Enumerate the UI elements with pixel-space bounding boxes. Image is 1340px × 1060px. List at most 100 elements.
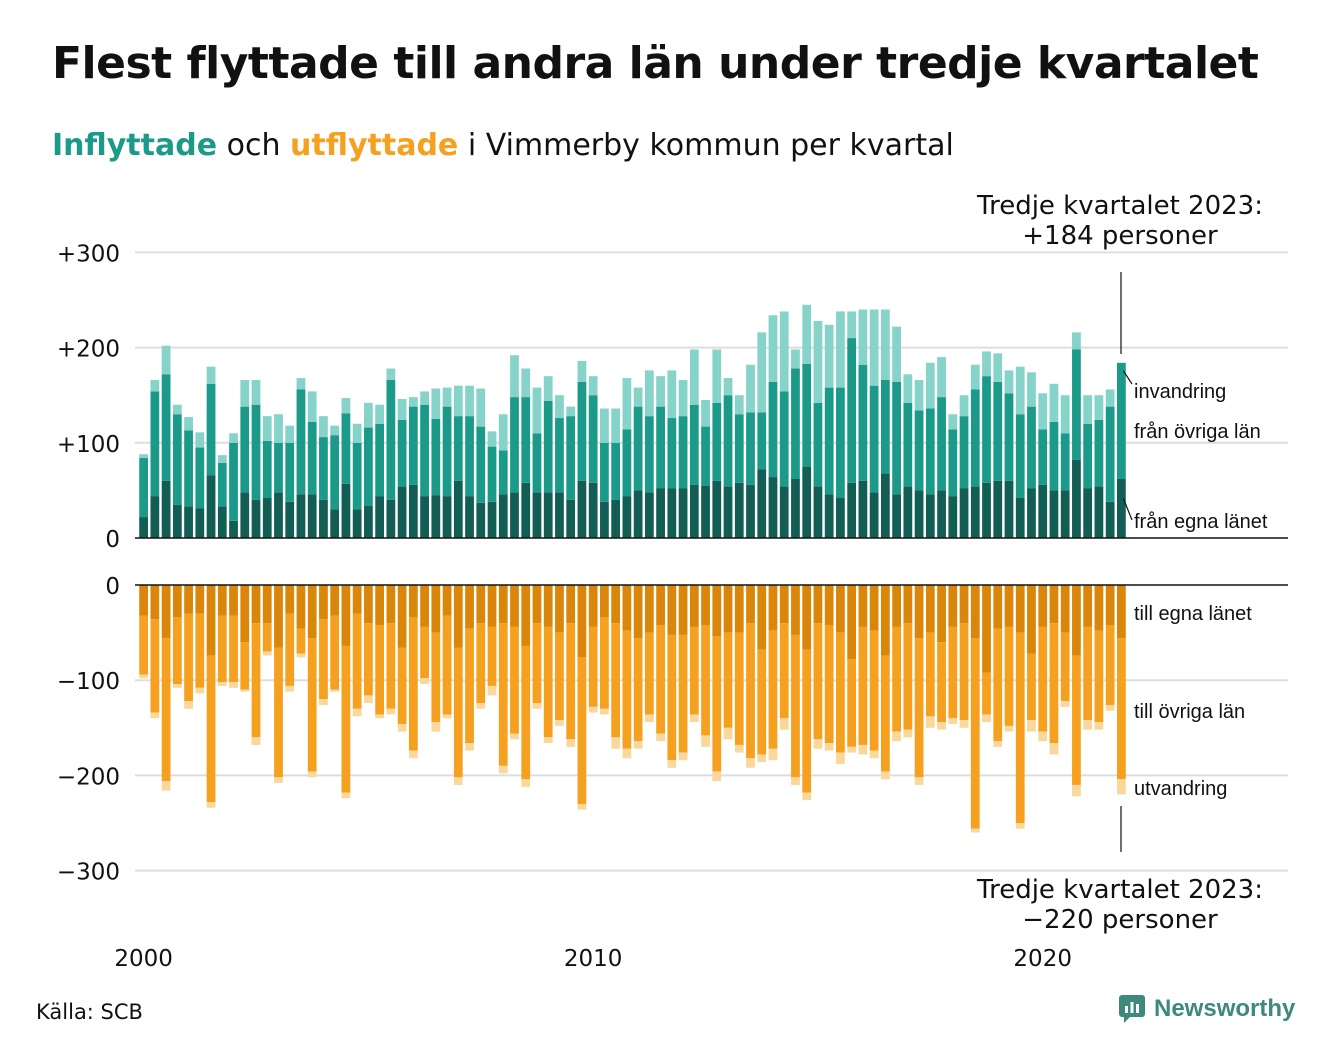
bar-out-1 <box>723 632 733 728</box>
bar-out-2 <box>442 714 452 719</box>
bar-in-2 <box>858 309 868 365</box>
bar-out-0 <box>319 585 328 620</box>
bar-out-2 <box>768 748 778 761</box>
bar-out-0 <box>229 585 238 616</box>
bar-in-0 <box>880 473 890 538</box>
bar-out-2 <box>1027 720 1036 732</box>
brand[interactable]: Newsworthy <box>1118 994 1295 1024</box>
bar-out-0 <box>240 585 250 643</box>
bar-in-2 <box>1027 372 1036 407</box>
bar-in-1 <box>341 413 351 484</box>
bar-out-0 <box>397 585 407 648</box>
bar-out-2 <box>712 771 722 782</box>
bar-in-2 <box>970 364 980 390</box>
bar-out-1 <box>1083 626 1093 721</box>
bar-out-2 <box>701 735 710 747</box>
bar-out-0 <box>925 585 935 633</box>
bar-out-2 <box>386 708 396 715</box>
source-note: Källa: SCB <box>36 1000 143 1024</box>
bar-out-0 <box>701 585 710 625</box>
bar-in-1 <box>487 446 497 502</box>
bar-in-2 <box>352 423 362 443</box>
bar-in-1 <box>847 338 857 483</box>
bar-out-0 <box>970 585 980 639</box>
bar-in-2 <box>746 364 755 413</box>
bar-out-0 <box>341 585 351 646</box>
bar-out-2 <box>993 741 1003 747</box>
bar-out-2 <box>1038 731 1048 742</box>
bar-in-1 <box>644 416 654 493</box>
bar-in-0 <box>723 486 733 538</box>
bar-out-0 <box>1049 585 1059 624</box>
bar-in-0 <box>408 484 418 538</box>
bar-out-2 <box>633 741 643 749</box>
bar-out-0 <box>779 585 789 624</box>
bar-out-1 <box>656 624 665 734</box>
bar-in-0 <box>644 492 654 538</box>
bar-out-0 <box>1116 585 1126 639</box>
bar-out-1 <box>611 623 621 738</box>
bar-in-2 <box>633 387 643 407</box>
bar-in-0 <box>375 496 385 538</box>
bar-out-0 <box>656 585 665 625</box>
bar-out-1 <box>858 626 868 745</box>
bar-out-2 <box>779 718 789 730</box>
bar-out-0 <box>375 585 385 625</box>
bar-out-1 <box>1072 655 1081 785</box>
bar-in-0 <box>746 484 755 538</box>
series-label-in: från övriga län <box>1134 421 1261 443</box>
bar-in-1 <box>880 379 890 474</box>
bar-in-0 <box>689 484 699 538</box>
bar-out-1 <box>285 613 295 686</box>
bar-in-1 <box>161 374 171 481</box>
bar-in-2 <box>1060 395 1070 434</box>
bar-in-0 <box>1094 486 1104 538</box>
bar-in-1 <box>1015 414 1025 499</box>
bar-in-2 <box>925 362 935 409</box>
bar-in-2 <box>577 360 587 382</box>
bar-in-1 <box>150 391 160 497</box>
bar-in-0 <box>240 492 250 538</box>
bar-in-2 <box>824 324 834 388</box>
bar-in-2 <box>307 391 317 422</box>
bar-in-2 <box>948 414 958 430</box>
bar-out-2 <box>1094 722 1104 730</box>
bar-in-2 <box>431 388 441 419</box>
chart-subtitle: Inflyttade och utflyttade i Vimmerby kom… <box>52 128 954 163</box>
bar-out-1 <box>510 626 519 734</box>
bar-out-1 <box>903 623 913 730</box>
bar-out-1 <box>229 615 238 683</box>
bar-in-1 <box>408 406 418 485</box>
bar-in-0 <box>656 488 665 538</box>
bar-in-1 <box>330 435 340 510</box>
bar-out-2 <box>206 802 216 808</box>
y-tick-label: +100 <box>57 432 120 458</box>
bar-in-1 <box>521 397 531 483</box>
bar-out-1 <box>521 645 531 780</box>
bar-out-1 <box>959 623 969 721</box>
bar-in-2 <box>678 379 688 417</box>
bar-out-2 <box>667 760 677 768</box>
bar-out-0 <box>644 585 654 633</box>
bar-out-0 <box>791 585 800 635</box>
bar-in-2 <box>802 304 812 364</box>
bar-out-0 <box>566 585 576 624</box>
bar-out-1 <box>431 632 441 723</box>
bar-in-1 <box>600 442 609 502</box>
bar-out-2 <box>476 703 486 709</box>
bar-in-2 <box>251 379 261 405</box>
bar-out-0 <box>588 585 598 627</box>
bar-in-1 <box>184 430 193 507</box>
bar-in-0 <box>229 520 238 538</box>
bar-in-2 <box>341 398 351 414</box>
bar-in-0 <box>352 509 362 538</box>
bar-out-0 <box>217 585 227 616</box>
bar-out-0 <box>577 585 587 658</box>
bar-in-0 <box>206 475 216 538</box>
bar-out-2 <box>858 744 868 755</box>
bar-in-1 <box>982 376 991 483</box>
bar-in-0 <box>622 496 632 538</box>
bar-out-1 <box>791 634 800 778</box>
bar-out-2 <box>543 737 553 744</box>
bar-out-0 <box>330 585 340 616</box>
